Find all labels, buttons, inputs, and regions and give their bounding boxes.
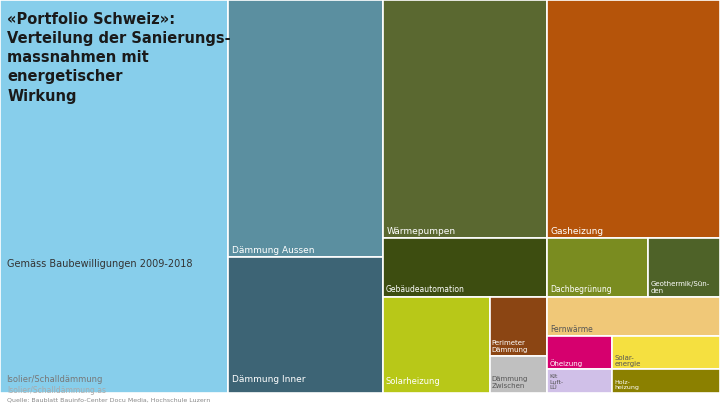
Text: Gasheizung: Gasheizung bbox=[551, 227, 604, 236]
Bar bbox=[547, 296, 720, 336]
Bar bbox=[228, 257, 383, 393]
Bar bbox=[383, 238, 547, 296]
Bar bbox=[612, 369, 720, 393]
Bar bbox=[0, 0, 228, 393]
Bar bbox=[490, 356, 547, 393]
Bar bbox=[547, 0, 720, 238]
Text: Dachbegrünung: Dachbegrünung bbox=[550, 285, 612, 294]
Text: Dämmung
Zwischen: Dämmung Zwischen bbox=[492, 376, 528, 389]
Text: Solarheizung: Solarheizung bbox=[386, 377, 441, 386]
Bar bbox=[648, 238, 720, 296]
Bar bbox=[547, 238, 648, 296]
Bar bbox=[490, 296, 547, 356]
Text: Gemäss Baubewilligungen 2009-2018: Gemäss Baubewilligungen 2009-2018 bbox=[7, 259, 193, 269]
Text: Holz-
heizung: Holz- heizung bbox=[614, 379, 639, 390]
Bar bbox=[383, 296, 490, 393]
Bar bbox=[383, 0, 547, 238]
Text: «Portfolio Schweiz»:
Verteilung der Sanierungs-
massnahmen mit
energetischer
Wir: «Portfolio Schweiz»: Verteilung der Sani… bbox=[7, 12, 231, 104]
Text: Wärmepumpen: Wärmepumpen bbox=[387, 227, 456, 236]
Text: Isolier/Schalldämmung: Isolier/Schalldämmung bbox=[6, 375, 102, 384]
Bar bbox=[228, 0, 383, 257]
Text: Perimeter
Dämmung: Perimeter Dämmung bbox=[492, 340, 528, 353]
Text: Dämmung Inner: Dämmung Inner bbox=[232, 375, 305, 384]
Text: Quelle: Baublatt Bauinfo-Center Docu Media, Hochschule Luzern: Quelle: Baublatt Bauinfo-Center Docu Med… bbox=[7, 398, 210, 403]
Text: Isolier/Schalldämmung.as: Isolier/Schalldämmung.as bbox=[7, 386, 107, 395]
Text: Solar-
energie: Solar- energie bbox=[614, 354, 641, 367]
Bar bbox=[612, 336, 720, 369]
Text: Dämmung Aussen: Dämmung Aussen bbox=[232, 246, 315, 256]
Text: Öheizung: Öheizung bbox=[549, 360, 582, 367]
Text: Gebäudeautomation: Gebäudeautomation bbox=[386, 285, 465, 294]
Text: Klt
Luft-
LÜ: Klt Luft- LÜ bbox=[549, 374, 564, 390]
Text: Fernwärme: Fernwärme bbox=[550, 325, 593, 334]
Text: Geothermik/Sün-
den: Geothermik/Sün- den bbox=[650, 281, 709, 294]
Bar bbox=[547, 336, 612, 369]
Bar bbox=[547, 369, 612, 393]
